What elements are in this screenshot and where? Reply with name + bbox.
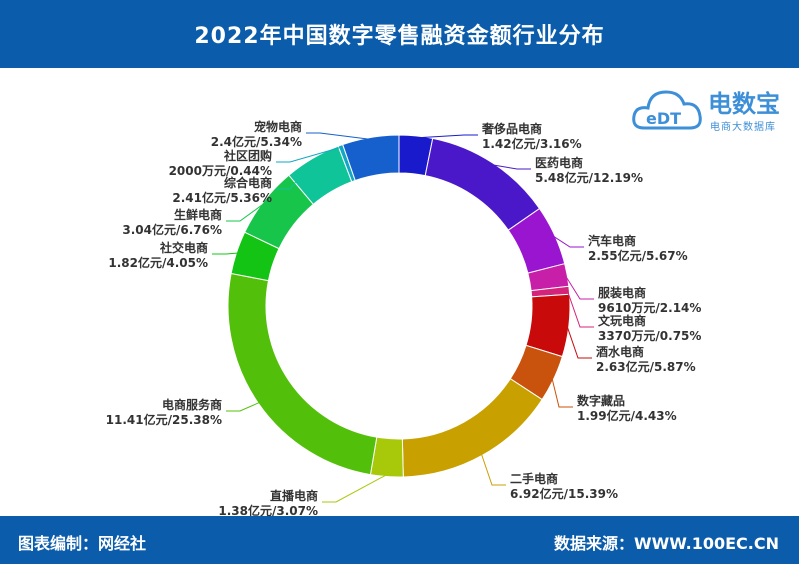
slice-name-label: 医药电商 <box>535 155 583 170</box>
leader-line-医药电商 <box>491 164 531 170</box>
slice-value-label: 1.42亿元/3.16% <box>482 136 582 151</box>
slice-电商服务商 <box>227 272 378 476</box>
slice-labels: 奢侈品电商1.42亿元/3.16%医药电商5.48亿元/12.19%汽车电商2.… <box>106 119 702 518</box>
leader-lines <box>212 132 594 503</box>
leader-line-酒水电商 <box>566 325 592 359</box>
slice-value-label: 1.38亿元/3.07% <box>218 503 318 518</box>
cloud-logo-icon: eDT <box>632 90 702 130</box>
slice-宠物电商 <box>342 134 400 182</box>
leader-line-电商服务商 <box>226 401 261 412</box>
slice-name-label: 电商服务商 <box>162 397 222 412</box>
leader-line-二手电商 <box>480 453 506 486</box>
slice-name-label: 生鲜电商 <box>174 207 222 222</box>
slice-医药电商 <box>424 137 541 231</box>
slice-value-label: 2.4亿元/5.34% <box>211 134 302 149</box>
slice-name-label: 数字藏品 <box>577 393 625 408</box>
slice-name-label: 二手电商 <box>510 471 558 486</box>
leader-line-社区团购 <box>276 146 342 163</box>
slice-value-label: 5.48亿元/12.19% <box>535 170 643 185</box>
leader-line-直播电商 <box>322 474 388 503</box>
slice-value-label: 2.63亿元/5.87% <box>596 359 696 374</box>
chart-title-bar: 2022年中国数字零售融资金额行业分布 <box>0 0 799 68</box>
leader-line-汽车电商 <box>552 235 584 248</box>
logo-mark: eDT <box>646 109 681 128</box>
slice-value-label: 6.92亿元/15.39% <box>510 486 618 501</box>
leader-line-宠物电商 <box>306 132 371 140</box>
slice-value-label: 1.82亿元/4.05% <box>108 255 208 270</box>
logo-brand: 电数宝 <box>708 90 780 118</box>
leader-line-数字藏品 <box>551 377 573 408</box>
slice-name-label: 汽车电商 <box>588 233 636 248</box>
leader-line-综合电商 <box>276 160 314 190</box>
slice-value-label: 1.99亿元/4.43% <box>577 408 677 423</box>
slice-value-label: 2000万元/0.44% <box>169 164 272 178</box>
footer-bar: 图表编制：网经社 数据来源：WWW.100EC.CN <box>0 516 799 564</box>
slice-value-label: 3370万元/0.75% <box>598 329 701 343</box>
slice-二手电商 <box>401 378 543 478</box>
chart-title: 2022年中国数字零售融资金额行业分布 <box>194 24 605 49</box>
donut-slices <box>227 134 571 478</box>
leader-line-生鲜电商 <box>226 202 266 222</box>
slice-name-label: 直播电商 <box>270 488 318 503</box>
slice-name-label: 综合电商 <box>224 175 272 190</box>
leader-line-奢侈品电商 <box>415 134 478 139</box>
slice-value-label: 3.04亿元/6.76% <box>122 222 222 237</box>
leader-line-社交电商 <box>212 252 239 255</box>
slice-value-label: 2.41亿元/5.36% <box>172 190 272 205</box>
dianshubao-logo: eDT 电数宝 电商大数据库 <box>630 78 795 140</box>
logo-subtitle: 电商大数据库 <box>710 122 776 133</box>
slice-name-label: 酒水电商 <box>596 344 644 359</box>
slice-name-label: 服装电商 <box>598 285 646 300</box>
slice-value-label: 9610万元/2.14% <box>598 301 701 315</box>
slice-name-label: 文玩电商 <box>598 313 646 328</box>
leader-line-服装电商 <box>564 275 594 300</box>
slice-value-label: 11.41亿元/25.38% <box>106 412 222 427</box>
slice-name-label: 宠物电商 <box>254 119 302 134</box>
slice-name-label: 奢侈品电商 <box>481 121 542 136</box>
slice-name-label: 社区团购 <box>223 148 272 163</box>
footer-source: 数据来源：WWW.100EC.CN <box>553 534 779 553</box>
footer-credit: 图表编制：网经社 <box>18 534 147 553</box>
slice-name-label: 社交电商 <box>159 240 208 255</box>
leader-line-文玩电商 <box>566 290 594 328</box>
slice-value-label: 2.55亿元/5.67% <box>588 248 688 263</box>
